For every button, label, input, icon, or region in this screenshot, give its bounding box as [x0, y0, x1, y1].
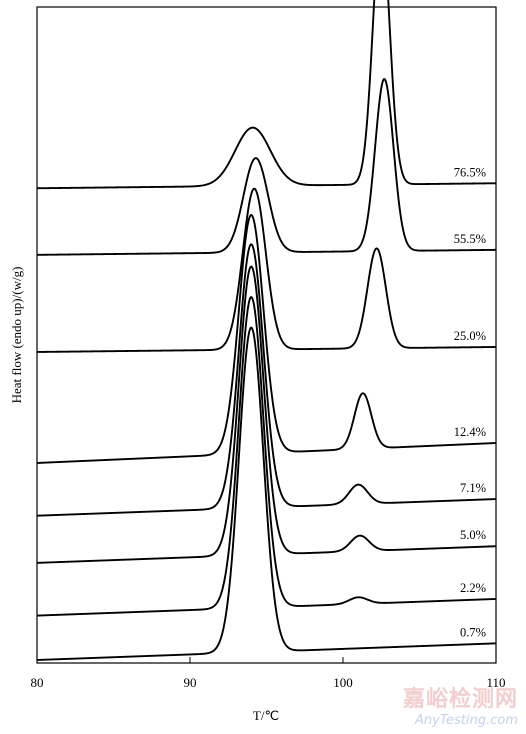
series-label: 12.4% [454, 425, 486, 439]
plot-frame [36, 6, 497, 664]
series-line [36, 214, 497, 464]
series-line [36, 296, 497, 617]
series-label: 0.7% [460, 625, 486, 639]
series-line [36, 326, 497, 661]
x-tick-label: 110 [486, 675, 505, 690]
series-line [36, 265, 497, 564]
series-line [36, 0, 497, 190]
x-ticks: 80 90 100 110 [31, 657, 506, 690]
watermark: 嘉峪检测网 AnyTesting.com [403, 681, 518, 728]
series-line [36, 243, 497, 517]
x-tick-label: 80 [31, 675, 44, 690]
series-label: 76.5% [454, 165, 486, 179]
series-line [36, 187, 497, 353]
watermark-en: AnyTesting.com [414, 713, 518, 728]
series-line [36, 78, 497, 256]
series-label: 25.0% [454, 329, 486, 343]
x-tick-label: 100 [333, 675, 353, 690]
series-layer [36, 0, 497, 661]
series-label: 7.1% [460, 481, 486, 495]
x-tick-label: 90 [184, 675, 197, 690]
series-label: 2.2% [460, 581, 486, 595]
x-axis-label: T/℃ [253, 708, 279, 723]
watermark-cn: 嘉峪检测网 [402, 687, 518, 712]
y-axis-label: Heat flow (endo up)/(w/g) [9, 267, 24, 404]
series-label: 55.5% [454, 232, 486, 246]
series-labels: 76.5% 55.5% 25.0% 12.4% 7.1% 5.0% 2.2% 0.7% [454, 165, 486, 639]
series-label: 5.0% [460, 528, 486, 542]
